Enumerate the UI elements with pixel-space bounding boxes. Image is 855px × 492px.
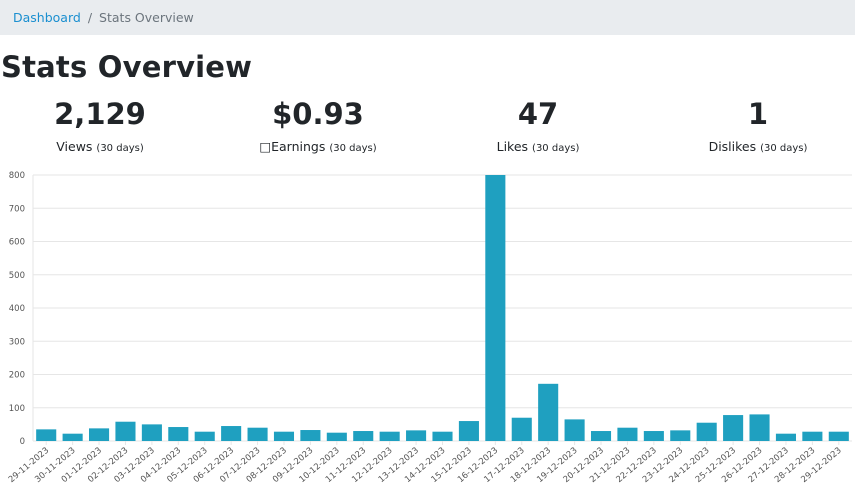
bar[interactable] [326,432,347,441]
breadcrumb-current: Stats Overview [99,10,194,25]
stat-likes-period: (30 days) [532,143,580,154]
bar[interactable] [300,430,321,441]
bar[interactable] [538,383,559,441]
stat-earnings: $0.93 □Earnings (30 days) [213,95,423,157]
bar[interactable] [485,175,506,441]
bar[interactable] [36,429,57,441]
stat-views: 2,129 Views (30 days) [0,95,205,157]
breadcrumb-home-link[interactable]: Dashboard [13,10,81,25]
y-tick-label: 600 [9,238,25,248]
y-tick-label: 100 [9,404,25,414]
stat-views-value: 2,129 [54,97,146,131]
bar[interactable] [617,427,638,441]
bar[interactable] [432,431,453,441]
bar[interactable] [379,431,400,441]
bar[interactable] [62,433,83,441]
stat-likes: 47 Likes (30 days) [433,95,643,157]
stat-dislikes: 1 Dislikes (30 days) [653,95,855,157]
y-tick-label: 300 [9,337,25,347]
bar[interactable] [115,421,136,441]
bar[interactable] [670,430,691,441]
stat-views-label: Views [56,139,93,154]
y-tick-label: 500 [9,271,25,281]
stat-dislikes-period: (30 days) [760,143,808,154]
stat-likes-label-row: Likes (30 days) [433,139,643,157]
stat-earnings-period: (30 days) [329,143,377,154]
stat-views-period: (30 days) [96,143,144,154]
bar[interactable] [828,431,849,441]
stat-earnings-label: □Earnings [259,139,326,154]
y-tick-label: 200 [9,371,25,381]
stat-dislikes-label: Dislikes [708,139,757,154]
bar[interactable] [194,431,215,441]
stat-likes-label: Likes [496,139,529,154]
bar[interactable] [749,414,770,441]
stat-earnings-label-row: □Earnings (30 days) [213,139,423,157]
bar[interactable] [511,417,532,441]
stat-views-label-row: Views (30 days) [0,139,205,157]
stat-likes-value: 47 [517,97,559,131]
bar[interactable] [802,431,823,441]
bar[interactable] [723,415,744,441]
stat-earnings-value: $0.93 [272,97,364,131]
bar[interactable] [221,426,242,441]
stat-dislikes-label-row: Dislikes (30 days) [653,139,855,157]
views-bar-chart: 010020030040050060070080029-11-202330-11… [7,171,852,485]
y-tick-label: 800 [9,171,25,181]
bar[interactable] [696,422,717,441]
bar[interactable] [168,427,189,441]
breadcrumb-separator: / [87,10,93,25]
bar[interactable] [458,421,479,441]
bar[interactable] [590,431,612,441]
bar[interactable] [775,433,796,441]
page-title: Stats Overview [1,50,253,84]
y-tick-label: 700 [9,204,25,214]
y-tick-label: 0 [20,437,25,447]
bar[interactable] [353,431,374,441]
bar[interactable] [564,419,585,441]
bar[interactable] [89,428,110,441]
bar[interactable] [273,431,295,441]
stat-dislikes-value: 1 [747,97,769,131]
bar[interactable] [643,431,664,441]
breadcrumb: Dashboard / Stats Overview [0,0,855,35]
y-tick-label: 400 [9,304,25,314]
bar[interactable] [406,430,427,441]
bar[interactable] [141,424,162,441]
bar[interactable] [247,427,268,441]
